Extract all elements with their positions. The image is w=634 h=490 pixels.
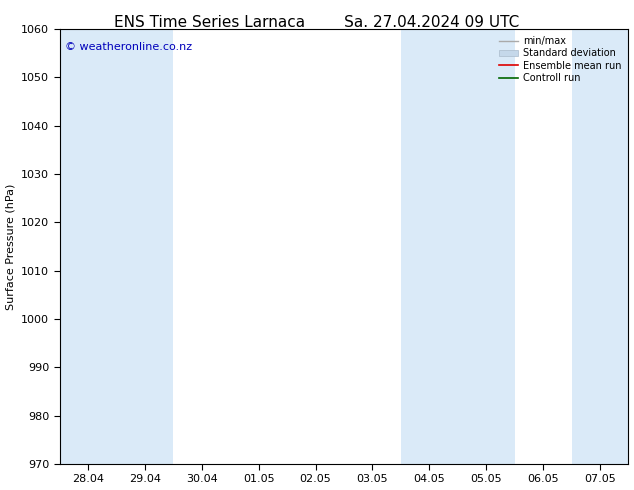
Bar — [117, 29, 174, 464]
Bar — [572, 29, 628, 464]
Bar — [401, 29, 458, 464]
Y-axis label: Surface Pressure (hPa): Surface Pressure (hPa) — [6, 183, 16, 310]
Text: ENS Time Series Larnaca        Sa. 27.04.2024 09 UTC: ENS Time Series Larnaca Sa. 27.04.2024 0… — [114, 15, 520, 30]
Text: © weatheronline.co.nz: © weatheronline.co.nz — [65, 42, 193, 52]
Bar — [458, 29, 515, 464]
Legend: min/max, Standard deviation, Ensemble mean run, Controll run: min/max, Standard deviation, Ensemble me… — [495, 32, 626, 87]
Bar — [60, 29, 117, 464]
